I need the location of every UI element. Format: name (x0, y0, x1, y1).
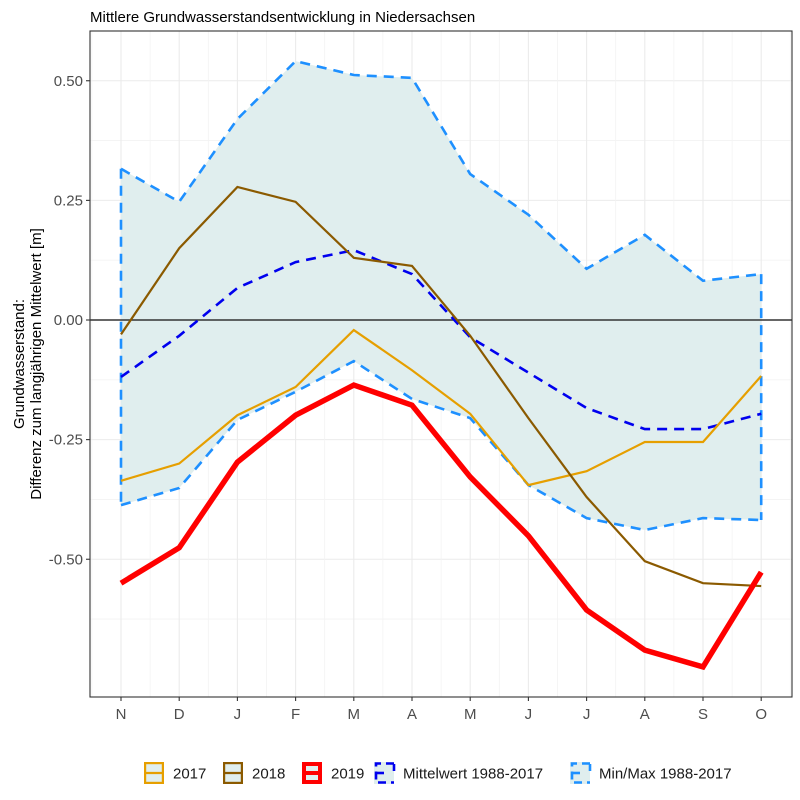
legend: 2017 2018 2019 Mittelwert 1988-2017 Min/Max … (144, 761, 732, 784)
legend-label: 2017 (173, 766, 206, 783)
x-tick-label: M (348, 706, 361, 723)
plot-panel (89, 30, 793, 698)
y-tick-label: -0.50 (49, 551, 83, 568)
series-min-line (120, 359, 762, 532)
series-line-2018 (120, 185, 762, 588)
y-tick-label: 0.50 (54, 73, 83, 90)
series-lines (119, 59, 764, 671)
legend-item: 2018 (223, 761, 285, 784)
y-tick-label: 0.25 (54, 192, 83, 209)
panel-border (89, 30, 793, 698)
legend-label: 2019 (331, 766, 364, 783)
x-tick-label: D (174, 706, 185, 723)
y-axis-label-line-1: Grundwasserstand: (11, 299, 28, 429)
legend-label: Mittelwert 1988-2017 (403, 766, 543, 783)
x-tick-label: O (755, 706, 767, 723)
chart-title: Mittlere Grundwasserstandsentwicklung in… (90, 9, 475, 26)
x-tick-label: J (583, 706, 591, 723)
legend-item: Mittelwert 1988-2017 (374, 762, 543, 784)
x-tick-label: A (407, 706, 417, 723)
y-tick-label: 0.00 (54, 312, 83, 329)
legend-item: 2019 (302, 762, 364, 784)
x-tick-label: N (116, 706, 127, 723)
y-axis-label: Grundwasserstand: Differenz zum langjähr… (11, 228, 45, 500)
series-line-2019 (119, 382, 764, 671)
x-tick-label: F (291, 706, 300, 723)
legend-label: 2018 (252, 766, 285, 783)
series-line-mittelwert (120, 248, 762, 431)
y-tick-label: -0.25 (49, 432, 83, 449)
x-tick-label: A (640, 706, 650, 723)
legend-item: 2017 (144, 761, 206, 784)
y-axis-label-line-2: Differenz zum langjährigen Mittelwert [m… (28, 228, 45, 500)
x-tick-label: S (698, 706, 708, 723)
y-axis: 0.50 0.25 0.00 -0.25 -0.50 (49, 73, 90, 568)
x-tick-label: J (234, 706, 242, 723)
x-tick-label: J (525, 706, 533, 723)
legend-label: Min/Max 1988-2017 (599, 766, 732, 783)
x-tick-label: M (464, 706, 477, 723)
series-line-2017 (120, 328, 763, 487)
legend-item: Min/Max 1988-2017 (570, 762, 732, 784)
